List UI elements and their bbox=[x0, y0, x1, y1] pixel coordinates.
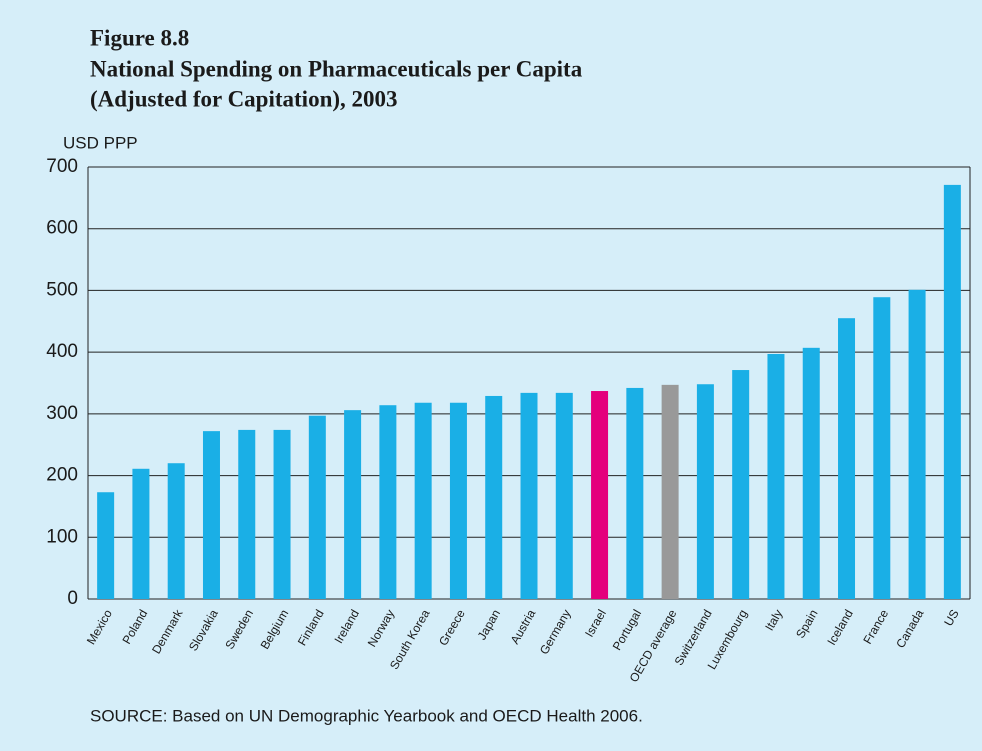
y-tick-label: 300 bbox=[46, 403, 78, 424]
chart-title: (Adjusted for Capitation), 2003 bbox=[90, 86, 398, 111]
bar bbox=[273, 429, 291, 599]
bar bbox=[414, 402, 432, 599]
y-tick-label: 400 bbox=[46, 341, 78, 362]
bar bbox=[626, 387, 644, 599]
bar bbox=[167, 463, 185, 599]
bar bbox=[661, 384, 679, 599]
bar bbox=[97, 492, 115, 599]
bar bbox=[238, 429, 256, 599]
bar bbox=[485, 395, 503, 599]
bar bbox=[449, 402, 467, 599]
bar bbox=[344, 410, 362, 599]
y-tick-label: 100 bbox=[46, 526, 78, 547]
chart-title: National Spending on Pharmaceuticals per… bbox=[90, 56, 583, 81]
bar bbox=[696, 384, 714, 599]
bar bbox=[908, 289, 926, 599]
bar bbox=[943, 184, 961, 599]
bar bbox=[802, 347, 820, 599]
y-tick-label: 600 bbox=[46, 218, 78, 239]
y-axis-label: USD PPP bbox=[63, 133, 138, 152]
chart-title: Figure 8.8 bbox=[90, 25, 189, 50]
y-tick-label: 700 bbox=[46, 156, 78, 177]
bar bbox=[379, 405, 397, 599]
bar bbox=[591, 391, 609, 599]
y-tick-label: 0 bbox=[67, 588, 78, 609]
bar bbox=[767, 353, 785, 599]
source: SOURCE: Based on UN Demographic Yearbook… bbox=[90, 706, 643, 725]
bar bbox=[873, 297, 891, 599]
y-tick-label: 200 bbox=[46, 465, 78, 486]
bar bbox=[520, 392, 538, 599]
bar bbox=[555, 392, 573, 599]
bar bbox=[732, 370, 750, 599]
bar bbox=[202, 431, 220, 599]
y-tick-label: 500 bbox=[46, 279, 78, 300]
bar bbox=[132, 468, 150, 599]
bar bbox=[838, 318, 856, 599]
bar bbox=[308, 415, 326, 599]
